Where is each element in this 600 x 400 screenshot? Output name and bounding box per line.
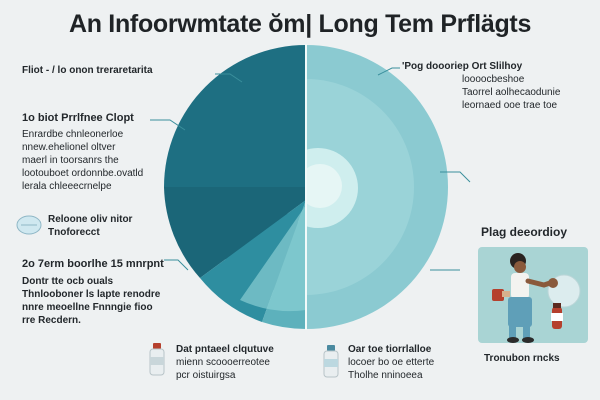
section1-line: nnew.ehelionel oltver: [22, 142, 116, 153]
section1-title: 1o biot Prrlfnee Clopt: [22, 112, 134, 124]
wedge-light: [262, 200, 306, 329]
page-title: An Infoorwmtate ŏm| Long Tem Prflägts: [68, 10, 532, 38]
card-title: Plag deeordioy: [481, 225, 568, 239]
center-glow: [278, 148, 358, 228]
section1-line: maerl in toorsanrs the: [22, 155, 119, 166]
patient-illustration: [478, 247, 588, 343]
bottom-left-note: Dat pntaeel clqutuve mienn scoooerreotee…: [176, 343, 306, 382]
section2-line: Dontr tte ocb ouals: [22, 276, 114, 287]
leader-top-left: [215, 73, 243, 83]
wedge-mid: [200, 200, 306, 322]
bottom-right-note: Oar toe tiorrlalloe locoer bo oe etterte…: [348, 343, 478, 382]
section1-body: Enrardbe chnleonerloe nnew.ehelionel olt…: [22, 128, 162, 193]
pill-note-line: Tnoforecct: [48, 227, 100, 238]
bottom-left-line: mienn scoooerreotee: [176, 357, 270, 368]
section1-line: lootouboet ordonnbe.ovatld: [22, 168, 144, 179]
right-header: 'Pog doooriep Ort Slilhoy loooocbeshoe T…: [402, 60, 592, 112]
bottle-icon: [149, 343, 165, 376]
leader-low-left: [164, 259, 189, 271]
person-figure: [492, 253, 581, 343]
section2-body: Dontr tte ocb ouals Thnlooboner ls lapte…: [22, 275, 172, 327]
section2-line: Thnlooboner ls lapte renodre: [22, 289, 161, 300]
section2-line: nnre meoellne Fnnngie fioo: [22, 302, 153, 313]
bottom-left-line: Dat pntaeel clqutuve: [176, 344, 274, 355]
card-caption: Tronubon rncks: [484, 353, 560, 364]
inner-ring-left-mask: [198, 79, 306, 295]
bottom-right-line: locoer bo oe etterte: [348, 357, 435, 368]
right-header-line: leornaed ooe trae toe: [462, 100, 558, 111]
left-semicircle: [164, 45, 306, 187]
right-header-line: Taorrel aolhecaodunie: [462, 87, 561, 98]
pill-icon: [16, 215, 42, 235]
bottom-right-line: Tholhe nninoeea: [348, 370, 423, 381]
left-header: Fliot - / lo onon treraretarita: [22, 65, 153, 76]
leader-right: [440, 171, 471, 183]
section2-line: rre Recdern.: [22, 315, 81, 326]
section1-line: lerala chleeecrnelpe: [22, 181, 112, 192]
bottle-icon: [323, 345, 339, 378]
right-header-line: loooocbeshoe: [462, 74, 525, 85]
right-header-line: 'Pog doooriep Ort Slilhoy: [402, 61, 523, 72]
section1-line: Enrardbe chnleonerloe: [22, 129, 124, 140]
bottom-left-line: pcr oistuirgsa: [176, 370, 236, 381]
leader-top-right: [377, 67, 400, 76]
wedge-glow: [240, 205, 306, 312]
pill-note-line: Reloone oliv nitor: [48, 214, 133, 225]
center-disc: [298, 164, 342, 208]
section2-title: 2o 7erm boorlhe 15 mnrpnt: [22, 258, 164, 270]
left-lower-dark: [164, 187, 306, 278]
inner-ring: [198, 79, 414, 295]
bottom-right-line: Oar toe tiorrlalloe: [348, 344, 432, 355]
